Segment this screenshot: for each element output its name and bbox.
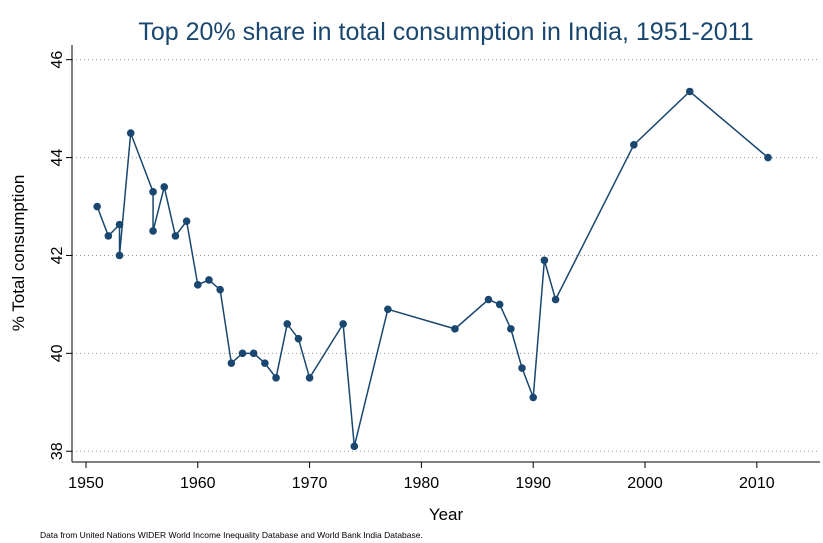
x-tick-label: 1980 — [404, 475, 440, 492]
y-tick-label: 40 — [49, 344, 66, 362]
data-point — [305, 374, 314, 382]
data-point — [518, 364, 526, 372]
chart-title: Top 20% share in total consumption in In… — [138, 18, 753, 46]
x-tick-label: 1950 — [68, 475, 104, 492]
data-point — [685, 87, 694, 96]
data-point — [149, 188, 157, 196]
data-point — [93, 202, 101, 211]
data-point — [507, 325, 515, 333]
y-axis-label: % Total consumption — [9, 175, 28, 332]
data-line — [96, 90, 769, 447]
data-point — [238, 349, 247, 358]
data-point — [261, 359, 269, 367]
data-point — [551, 295, 560, 304]
data-point — [484, 295, 493, 304]
data-point — [294, 334, 303, 343]
data-point — [529, 393, 538, 402]
y-tick-label: 46 — [49, 51, 66, 69]
data-point — [182, 217, 191, 225]
y-tick-label: 38 — [49, 442, 66, 460]
data-point — [205, 276, 213, 284]
data-point — [115, 220, 124, 229]
x-tick-label: 2010 — [739, 475, 775, 492]
x-tick-label: 1990 — [515, 475, 551, 492]
data-point — [104, 232, 113, 240]
note: Data from United Nations WIDER World Inc… — [40, 530, 423, 540]
data-point — [451, 325, 459, 333]
x-axis-label: Year — [429, 505, 464, 524]
data-point — [495, 300, 504, 309]
data-point — [540, 256, 549, 265]
data-point — [126, 129, 135, 137]
data-point — [350, 442, 359, 451]
data-point — [171, 232, 180, 240]
data-point — [149, 227, 157, 235]
x-tick-label: 1960 — [180, 475, 216, 492]
data-point — [249, 349, 258, 358]
data-point — [216, 285, 224, 294]
data-point — [160, 183, 169, 191]
data-point — [339, 320, 347, 328]
data-point — [227, 359, 236, 367]
x-tick-label: 1970 — [292, 475, 328, 492]
data-point — [384, 305, 392, 314]
data-point — [115, 251, 124, 260]
data-point — [764, 153, 772, 162]
data-point — [283, 320, 292, 328]
x-tick-label: 2000 — [627, 475, 663, 492]
y-tick-label: 42 — [49, 246, 66, 264]
y-tick-label: 44 — [49, 149, 66, 167]
data-point — [630, 141, 638, 149]
data-point — [193, 281, 202, 289]
data-point — [272, 374, 280, 382]
